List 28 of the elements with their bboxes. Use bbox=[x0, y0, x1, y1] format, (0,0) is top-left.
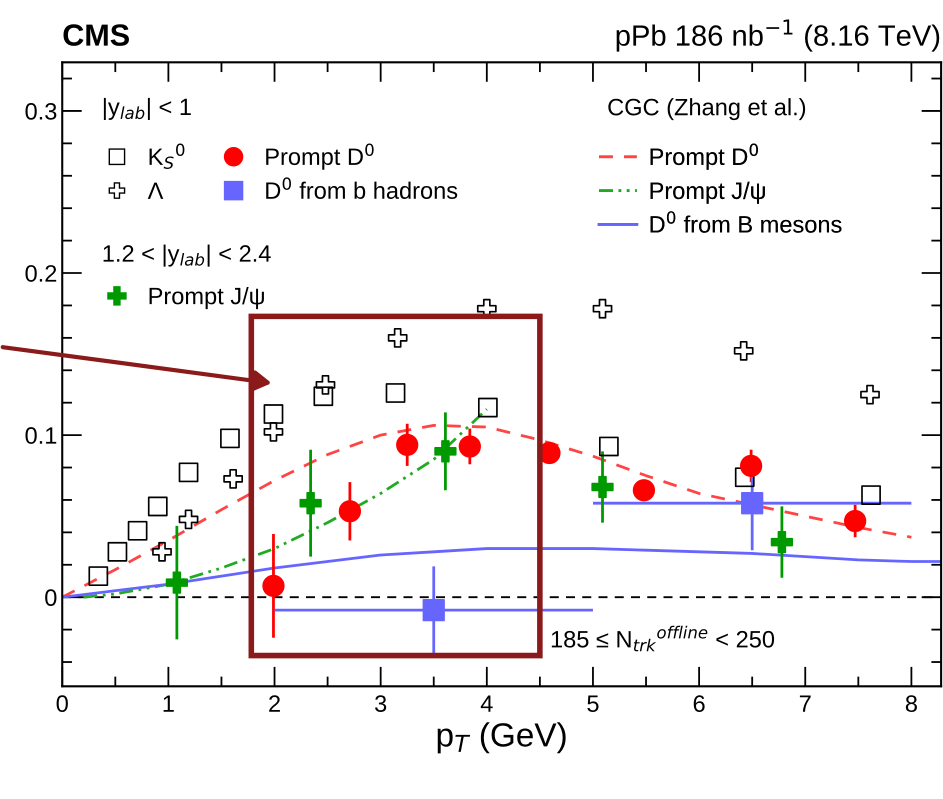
annotation: |y$_{lab}$| < 1 bbox=[104, 98, 191, 120]
y-tick-label: 0.3 bbox=[25, 103, 56, 120]
y-tick-label: 0.1 bbox=[25, 427, 56, 444]
legend-label: K$_{S}$$^{0}$ bbox=[150, 144, 184, 169]
chart-title: CMS bbox=[63, 24, 129, 46]
annotation: 185 ≤ N$_{trk}$$^{offline}$ < 250 bbox=[552, 626, 774, 652]
annotation: 1.2 < |y$_{lab}$| < 2.4 bbox=[104, 244, 271, 267]
legend-label: Prompt J/ψ bbox=[150, 287, 264, 310]
legend-label: Prompt D$^{0}$ bbox=[650, 144, 758, 170]
x-tick-label: 8 bbox=[906, 695, 917, 712]
x-tick-label: 6 bbox=[694, 695, 705, 712]
legend-label: Prompt D$^{0}$ bbox=[266, 144, 374, 170]
x-tick-label: 1 bbox=[164, 696, 174, 712]
legend-label: D$^{0}$ from b hadrons bbox=[266, 177, 458, 199]
y-tick-label: 0.2 bbox=[25, 265, 56, 282]
legend-label: D$^{0}$ from B mesons bbox=[650, 211, 842, 233]
y-tick-label: 0 bbox=[45, 589, 56, 606]
legend-label: Λ bbox=[148, 182, 164, 199]
annotation: CGC (Zhang et al.) bbox=[608, 98, 806, 120]
x-tick-label: 3 bbox=[375, 695, 386, 712]
x-tick-label: 0 bbox=[56, 695, 68, 712]
legend-label: Prompt J/ψ bbox=[650, 182, 765, 204]
chart-subtitle: pPb 186 nb$^{−1}$ (8.16 TeV) bbox=[616, 20, 940, 52]
x-tick-label: 5 bbox=[587, 696, 599, 712]
x-tick-label: 2 bbox=[269, 695, 280, 712]
x-axis-title: p$_{T}$ (GeV) bbox=[438, 722, 566, 754]
x-tick-label: 7 bbox=[800, 696, 811, 712]
x-tick-label: 4 bbox=[480, 696, 493, 712]
